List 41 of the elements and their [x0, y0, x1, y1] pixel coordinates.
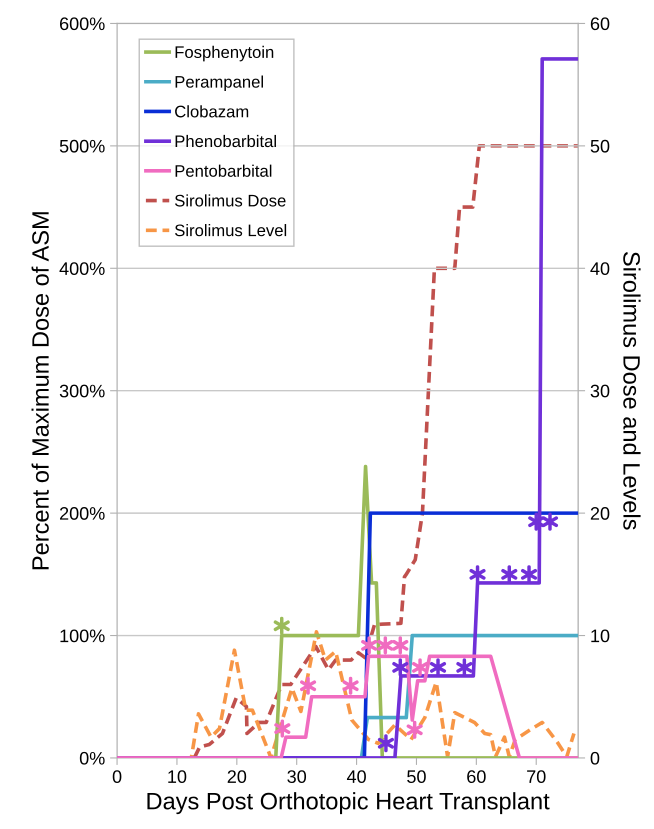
y-tick-label: 100%	[60, 629, 105, 642]
x-tick-label: 30	[287, 770, 306, 784]
legend-label: Fosphenytoin	[176, 46, 274, 62]
y-tick-label: 400%	[60, 262, 105, 276]
point	[361, 636, 378, 654]
x-tick-label: 60	[467, 770, 486, 784]
point	[412, 658, 428, 676]
point	[300, 676, 316, 695]
y-tick-label: 300%	[60, 384, 105, 398]
x-tick-label: 70	[527, 770, 546, 784]
x-tick-label: 20	[228, 770, 246, 784]
y-axis-title: Percent of Maximum Dose of ASM	[32, 212, 49, 570]
point	[342, 676, 359, 695]
x-tick-label: 50	[407, 770, 426, 784]
y2-axis-title: Sirolimus Dose and Levels	[623, 252, 641, 530]
x-tick-label: 10	[168, 770, 186, 784]
y-tick-label: 0%	[80, 752, 105, 765]
legend-label: Sirolimus Level	[174, 224, 286, 236]
y2-tick-label: 40	[590, 262, 610, 276]
legend-label: Phenobarbital	[176, 134, 276, 148]
legend-label: Pentobarbital	[176, 164, 272, 177]
y-tick-label: 200%	[60, 507, 105, 520]
legend-label: Perampanel	[176, 76, 263, 92]
x-axis-title: Days Post Orthotopic Heart Transplant	[147, 792, 550, 814]
y-tick-label: 600%	[60, 17, 105, 30]
y2-tick-label: 0	[590, 752, 600, 765]
y2-tick-label: 60	[590, 17, 610, 30]
x-tick-label: 0	[112, 770, 122, 784]
legend-label: Sirolimus Dose	[174, 194, 286, 207]
point	[274, 616, 290, 635]
point	[274, 720, 290, 738]
x-tick-label: 40	[346, 770, 366, 784]
y2-tick-label: 30	[590, 384, 610, 398]
y2-tick-label: 50	[590, 140, 610, 153]
y2-tick-label: 10	[591, 629, 610, 642]
point	[392, 636, 408, 654]
point	[377, 636, 394, 654]
point	[406, 720, 423, 739]
y2-tick-label: 20	[590, 507, 610, 520]
legend-label: Clobazam	[175, 105, 248, 118]
y-tick-label: 500%	[60, 140, 105, 153]
